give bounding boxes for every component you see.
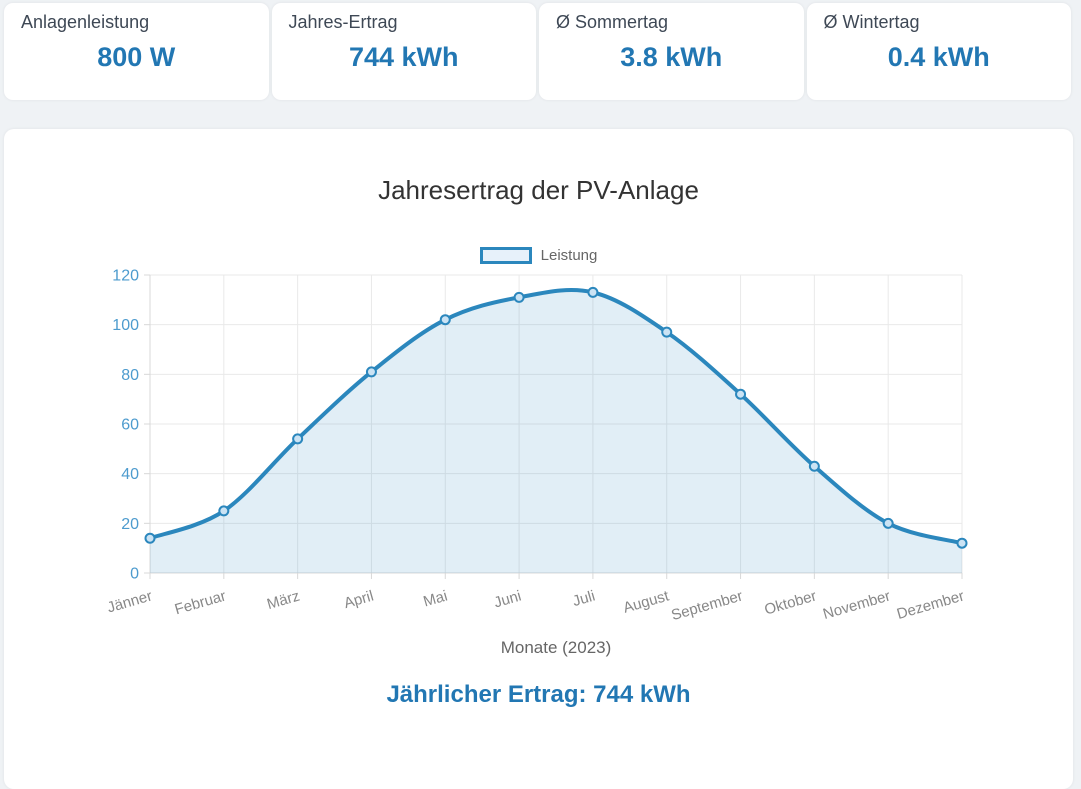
svg-text:60: 60 — [121, 417, 139, 434]
series-area-leistung — [150, 290, 962, 573]
stat-value: 744 kWh — [348, 42, 459, 72]
stats-row: Anlagenleistung 800 W Jahres-Ertrag 744 … — [4, 3, 1071, 100]
axes — [144, 274, 963, 579]
svg-text:Februar: Februar — [173, 588, 228, 619]
svg-text:Dezember: Dezember — [895, 588, 966, 623]
stat-value: 3.8 kWh — [620, 42, 723, 72]
chart-title: Jahresertrag der PV-Anlage — [378, 175, 699, 205]
chart-legend-item-leistung[interactable]: Leistung — [4, 246, 1073, 265]
stat-card-jahres-ertrag: Jahres-Ertrag 744 kWh — [271, 3, 536, 100]
stat-value: 800 W — [97, 42, 176, 72]
svg-text:Oktober: Oktober — [762, 588, 818, 619]
stat-label: Ø Sommertag — [556, 12, 669, 32]
svg-text:80: 80 — [121, 367, 139, 384]
svg-text:120: 120 — [112, 268, 139, 285]
x-axis-tick-labels: Jänner Februar März April Mai Juni Juli AugustS… — [105, 587, 966, 624]
legend-label: Leistung — [540, 247, 598, 264]
data-point-markers[interactable] — [144, 286, 968, 549]
svg-text:Juli: Juli — [571, 588, 597, 611]
svg-text:20: 20 — [121, 516, 139, 533]
y-axis-tick-labels: 0 20 40 60 80 100 120 — [112, 268, 139, 583]
svg-text:September: September — [669, 588, 744, 625]
stat-card-anlagenleistung: Anlagenleistung 800 W — [4, 3, 269, 100]
stat-card-wintertag: Ø Wintertag 0.4 kWh — [806, 3, 1071, 100]
svg-text:Juni: Juni — [492, 588, 523, 612]
svg-text:März: März — [265, 588, 302, 614]
svg-text:August: August — [621, 587, 671, 616]
svg-text:April: April — [342, 588, 376, 613]
svg-text:Jänner: Jänner — [105, 588, 154, 617]
x-axis-title: Monate (2023) — [501, 638, 612, 657]
stat-label: Ø Wintertag — [823, 12, 920, 32]
svg-text:0: 0 — [130, 566, 139, 583]
svg-text:40: 40 — [121, 466, 139, 483]
chart-card: Jahresertrag der PV-Anlage Leistung 0 20 4… — [4, 129, 1073, 789]
svg-text:November: November — [821, 588, 892, 623]
stat-label: Jahres-Ertrag — [288, 12, 398, 32]
annual-yield-annotation: Jährlicher Ertrag: 744 kWh — [386, 681, 691, 708]
stat-label: Anlagenleistung — [21, 12, 150, 32]
legend-swatch-icon — [479, 247, 532, 264]
stat-card-sommertag: Ø Sommertag 3.8 kWh — [539, 3, 804, 100]
svg-text:Mai: Mai — [421, 588, 449, 611]
stat-value: 0.4 kWh — [887, 42, 990, 72]
chart-canvas[interactable]: 0 20 40 60 80 100 120 Jänner Februar März April Mai… — [4, 265, 1073, 665]
y-gridlines — [150, 274, 962, 574]
svg-text:100: 100 — [112, 317, 139, 334]
